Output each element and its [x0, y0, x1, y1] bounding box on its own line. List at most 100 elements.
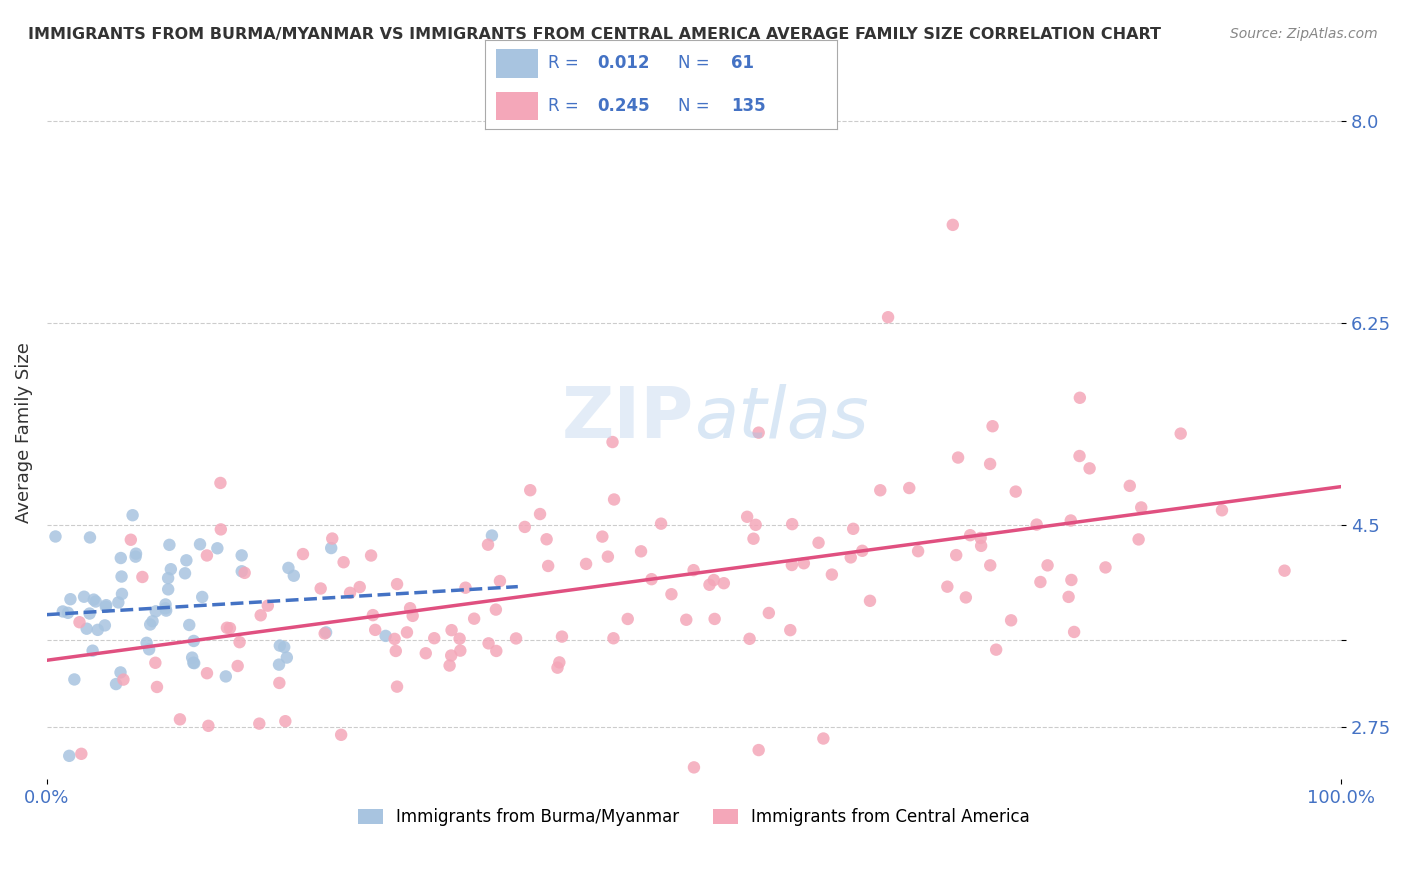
Point: [945, 548, 967, 562]
Point: [249, 608, 271, 623]
Point: [807, 535, 830, 549]
Point: [135, 636, 157, 650]
Point: [942, 218, 965, 232]
Point: [529, 507, 551, 521]
Point: [105, 677, 128, 691]
Point: [145, 604, 167, 618]
Point: [1063, 624, 1085, 639]
Point: [1060, 573, 1083, 587]
Point: [519, 483, 541, 498]
Point: [44, 529, 66, 543]
Point: [650, 516, 672, 531]
Point: [979, 457, 1001, 471]
Point: [703, 612, 725, 626]
Point: [188, 537, 211, 551]
Point: [898, 481, 921, 495]
Point: [869, 483, 891, 498]
Point: [110, 569, 132, 583]
Point: [591, 530, 613, 544]
Point: [703, 573, 725, 587]
Point: [110, 551, 132, 566]
Point: [195, 666, 218, 681]
Text: N =: N =: [678, 54, 716, 72]
Point: [228, 635, 250, 649]
Point: [96, 598, 118, 612]
Point: [537, 558, 560, 573]
Point: [1211, 503, 1233, 517]
Point: [738, 632, 761, 646]
Point: [454, 581, 477, 595]
Point: [157, 538, 180, 552]
Point: [314, 626, 336, 640]
FancyBboxPatch shape: [495, 49, 537, 78]
Point: [1128, 533, 1150, 547]
Point: [384, 644, 406, 658]
Point: [1094, 560, 1116, 574]
Point: [160, 562, 183, 576]
Point: [215, 621, 238, 635]
Point: [273, 640, 295, 654]
Point: [69, 615, 91, 630]
Point: [111, 587, 134, 601]
Point: [79, 607, 101, 621]
Point: [821, 567, 844, 582]
Point: [981, 419, 1004, 434]
Point: [936, 580, 959, 594]
Point: [959, 528, 981, 542]
Point: [332, 555, 354, 569]
Point: [1069, 449, 1091, 463]
Point: [907, 544, 929, 558]
Point: [477, 636, 499, 650]
Point: [321, 532, 343, 546]
Point: [423, 631, 446, 645]
Point: [231, 564, 253, 578]
Point: [110, 665, 132, 680]
Point: [59, 592, 82, 607]
Point: [131, 570, 153, 584]
Point: [630, 544, 652, 558]
Point: [277, 561, 299, 575]
Point: [602, 435, 624, 450]
Point: [742, 532, 765, 546]
FancyBboxPatch shape: [495, 92, 537, 120]
Point: [291, 547, 314, 561]
Text: atlas: atlas: [695, 384, 869, 453]
Point: [1060, 514, 1083, 528]
Point: [1004, 484, 1026, 499]
Text: 0.245: 0.245: [598, 97, 650, 115]
Point: [602, 632, 624, 646]
Point: [449, 643, 471, 657]
Point: [661, 587, 683, 601]
Point: [463, 612, 485, 626]
Point: [94, 599, 117, 614]
Point: [683, 760, 706, 774]
Point: [402, 608, 425, 623]
Point: [79, 531, 101, 545]
Point: [955, 591, 977, 605]
Point: [231, 549, 253, 563]
Point: [1057, 590, 1080, 604]
Point: [87, 623, 110, 637]
Point: [274, 714, 297, 729]
Text: ZIP: ZIP: [562, 384, 695, 453]
Point: [440, 623, 463, 637]
Point: [269, 639, 291, 653]
Point: [748, 743, 770, 757]
Point: [339, 586, 361, 600]
Point: [146, 680, 169, 694]
Point: [83, 592, 105, 607]
Point: [52, 604, 75, 618]
Point: [399, 601, 422, 615]
Point: [195, 549, 218, 563]
Point: [1000, 613, 1022, 627]
Point: [1078, 461, 1101, 475]
Point: [330, 728, 353, 742]
Point: [1036, 558, 1059, 573]
Point: [155, 598, 177, 612]
Point: [842, 522, 865, 536]
Point: [124, 549, 146, 564]
Point: [361, 608, 384, 623]
Point: [485, 602, 508, 616]
Text: 61: 61: [731, 54, 754, 72]
Text: N =: N =: [678, 97, 716, 115]
